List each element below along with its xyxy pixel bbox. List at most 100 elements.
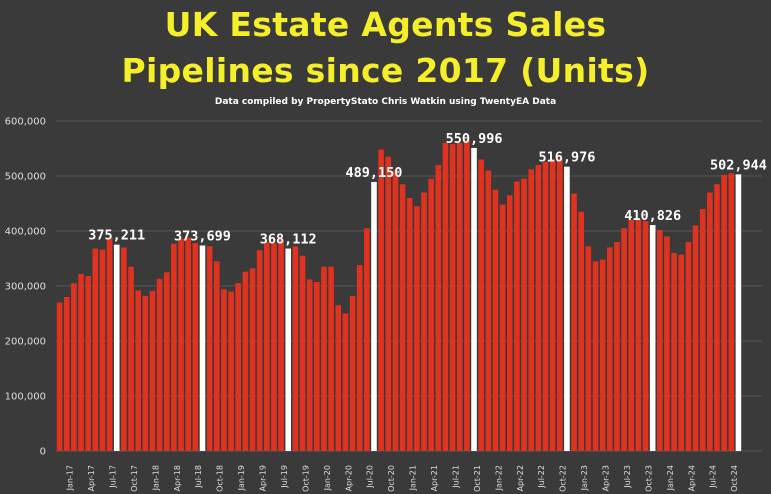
- bar: [728, 173, 735, 451]
- bar: [264, 242, 270, 451]
- bar: [699, 209, 706, 451]
- bar: [156, 278, 163, 451]
- bar: [171, 243, 177, 451]
- data-label: 550,996: [446, 131, 503, 147]
- x-tick-label: Apr-17: [87, 465, 96, 491]
- bar: [614, 242, 620, 451]
- highlight-bar: [735, 174, 742, 451]
- x-tick-label: Jan-23: [580, 465, 589, 491]
- bar: [249, 268, 256, 451]
- highlight-bar: [471, 147, 477, 451]
- bar: [478, 159, 484, 451]
- data-labels: 375,211 373,699 368,112 489,150 550,996 516,9…: [88, 131, 767, 248]
- y-tick-label: 400,000: [5, 227, 46, 238]
- bar: [128, 266, 134, 451]
- highlight-bar: [113, 244, 120, 451]
- bar: [485, 170, 492, 451]
- x-tick-label: Jul-20: [366, 465, 375, 489]
- highlight-bar: [649, 225, 656, 451]
- bar: [163, 272, 170, 451]
- bar: [607, 247, 613, 451]
- bar: [456, 143, 463, 451]
- x-tick-label: Jul-17: [108, 465, 117, 489]
- bar: [385, 156, 392, 451]
- bar: [571, 193, 577, 451]
- x-tick-label: Jan-18: [151, 465, 160, 491]
- data-label: 410,826: [624, 208, 681, 224]
- chart-title-line-1: UK Estate Agents Sales: [164, 5, 607, 44]
- x-tick-label: Oct-18: [216, 465, 225, 492]
- bar: [85, 276, 91, 451]
- x-tick-label: Apr-20: [344, 465, 353, 491]
- x-tick-label: Oct-20: [387, 465, 396, 492]
- bar: [364, 228, 370, 451]
- bar: [178, 238, 184, 451]
- y-tick-label: 100,000: [5, 392, 46, 403]
- bar: [428, 178, 434, 451]
- bar: [378, 149, 384, 451]
- x-tick-label: Jul-21: [451, 465, 460, 489]
- bar: [242, 271, 249, 451]
- bar: [421, 192, 427, 451]
- x-tick-label: Jul-23: [623, 465, 632, 489]
- bar: [185, 237, 191, 451]
- bar: [135, 290, 141, 451]
- bar: [657, 229, 663, 451]
- chart-title-line-2: Pipelines since 2017 (Units): [121, 51, 650, 90]
- x-tick-label: Jan-17: [66, 465, 75, 491]
- highlight-bar: [199, 245, 206, 451]
- y-axis: 0 100,000 200,000 300,000 400,000 500,000 600,…: [5, 117, 46, 458]
- bar: [399, 184, 406, 451]
- bar: [521, 178, 527, 451]
- bar: [192, 243, 199, 451]
- x-tick-label: Oct-24: [730, 465, 739, 492]
- bar: [206, 246, 213, 451]
- bar: [392, 170, 399, 451]
- data-label: 502,944: [710, 157, 767, 173]
- bars: [56, 140, 742, 451]
- x-tick-label: Jan-21: [409, 465, 418, 491]
- bar: [278, 239, 284, 451]
- x-tick-label: Apr-19: [259, 465, 268, 491]
- x-tick-label: Oct-21: [473, 465, 482, 492]
- bar: [714, 184, 720, 451]
- bar: [78, 273, 84, 451]
- bar: [56, 302, 63, 451]
- x-tick-label: Oct-19: [301, 465, 310, 492]
- x-tick-label: Jul-22: [537, 465, 546, 489]
- bar: [328, 266, 334, 451]
- highlight-bar: [564, 166, 570, 451]
- chart-subtitle: Data compiled by PropertyStato Chris Wat…: [214, 97, 557, 107]
- x-tick-label: Apr-24: [687, 465, 696, 491]
- bar: [342, 313, 349, 451]
- x-tick-label: Oct-23: [644, 465, 653, 492]
- bar: [449, 144, 456, 451]
- bar: [499, 204, 506, 451]
- bar: [556, 158, 563, 451]
- bar: [299, 255, 306, 451]
- bar: [464, 140, 470, 451]
- x-tick-label: Apr-18: [173, 465, 182, 491]
- x-tick-label: Jan-19: [237, 465, 246, 491]
- x-axis: Jan-17 Apr-17 Jul-17 Oct-17 Jan-18 Apr-18 Jul-…: [66, 465, 740, 492]
- y-tick-label: 300,000: [5, 282, 46, 293]
- bar: [621, 228, 627, 451]
- bar: [349, 295, 356, 451]
- bar: [63, 297, 70, 451]
- x-tick-label: Jan-22: [494, 465, 503, 491]
- bar: [99, 249, 106, 451]
- x-tick-label: Jul-19: [280, 465, 289, 489]
- bar: [635, 218, 642, 451]
- x-tick-label: Jul-18: [194, 465, 203, 489]
- highlight-bar: [285, 248, 292, 451]
- x-tick-label: Apr-23: [602, 465, 611, 491]
- bar: [692, 225, 699, 451]
- bar: [314, 282, 320, 451]
- bar: [549, 159, 556, 451]
- bar: [578, 211, 585, 451]
- highlight-bar: [371, 181, 377, 451]
- bar: [528, 169, 534, 451]
- bar: [256, 250, 263, 451]
